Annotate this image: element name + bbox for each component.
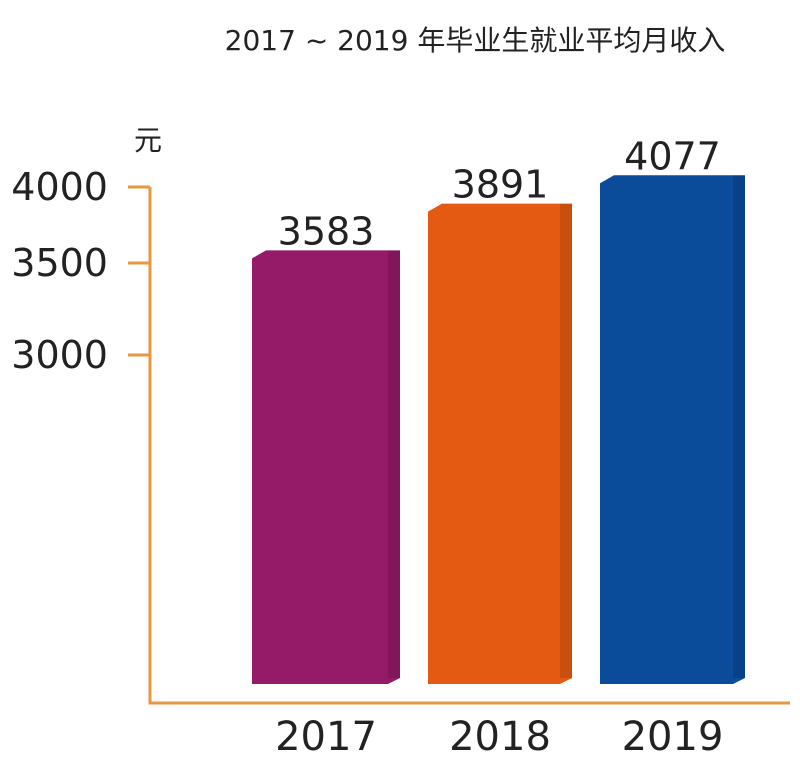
bar-body [428, 203, 572, 684]
y-axis-unit-label: 元 [134, 124, 162, 157]
data-label: 3583 [278, 209, 375, 253]
y-tick-label: 3000 [11, 333, 108, 377]
bar-side-shade [560, 203, 572, 678]
bar-2019 [600, 175, 745, 684]
y-tick-label: 4000 [11, 165, 108, 209]
bar-side-shade [388, 250, 400, 678]
axes: 3000 3500 4000 [11, 165, 790, 705]
x-tick-label: 2019 [622, 714, 724, 760]
data-label: 3891 [452, 163, 549, 207]
bars [252, 175, 745, 684]
y-tick-label: 3500 [11, 241, 108, 285]
chart-title: 2017 ~ 2019 年毕业生就业平均月收入 [225, 24, 726, 57]
bar-body [600, 175, 745, 684]
x-tick-label: 2018 [449, 714, 551, 760]
bar-side-shade [733, 175, 745, 678]
bar-2017 [252, 250, 400, 684]
x-tick-label: 2017 [275, 714, 377, 760]
bar-body [252, 250, 400, 684]
y-axis-line [148, 187, 790, 705]
data-label: 4077 [624, 134, 721, 178]
bar-2018 [428, 203, 572, 684]
labels: 3583 2017 3891 2018 4077 2019 [275, 134, 723, 760]
